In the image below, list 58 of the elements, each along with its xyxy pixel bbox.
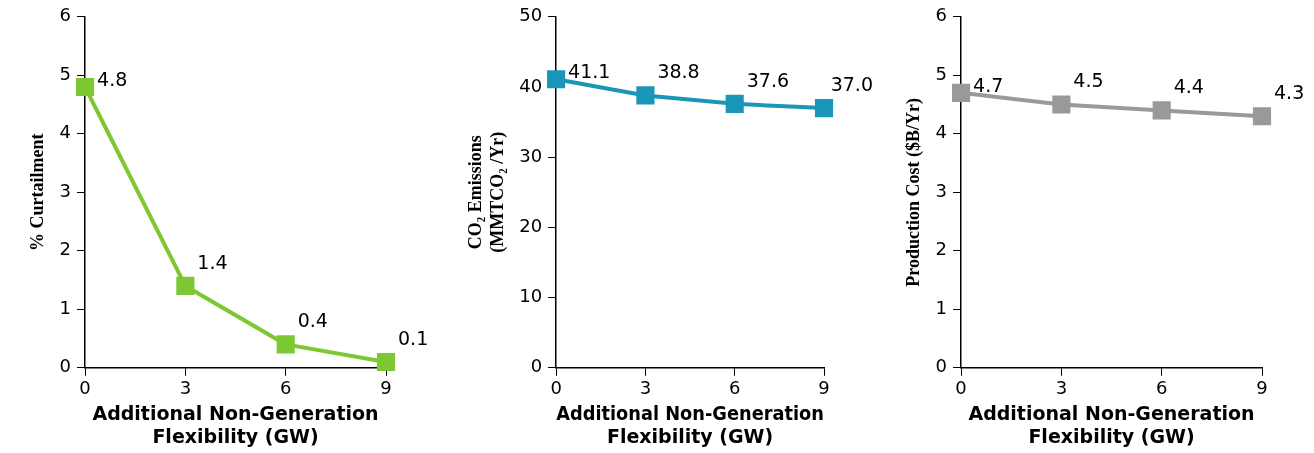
data-label: 4.7 (973, 73, 1004, 96)
point (376, 352, 396, 372)
y-tick-label: 10 (519, 285, 543, 307)
y-tick-label: 6 (59, 4, 72, 26)
point (725, 94, 744, 113)
x-tick-label: 0 (550, 377, 562, 399)
point (75, 77, 95, 97)
point (176, 276, 195, 295)
x-tick-label: 6 (728, 377, 741, 399)
data-label: 37.0 (830, 73, 874, 95)
x-tick-label: 3 (1055, 377, 1068, 399)
y-tick-label: 5 (935, 62, 948, 84)
x-axis-title: Additional Non-Generation Flexibility (GW) (92, 401, 379, 447)
data-label: 1.4 (197, 250, 228, 273)
y-tick-label: 3 (935, 179, 948, 201)
y-tick-label: 20 (519, 215, 543, 237)
y-tick-label: 40 (519, 74, 543, 96)
y-tick-label: 0 (935, 355, 948, 377)
x-tick-label: 0 (955, 377, 967, 399)
data-label: 4.4 (1173, 75, 1204, 98)
y-axis-title: Production Cost ($B/Yr) (903, 97, 925, 287)
data-label: 4.5 (1073, 69, 1104, 92)
y-tick-label: 30 (519, 144, 543, 166)
y-tick-label: 3 (59, 179, 72, 201)
y-tick-label: 2 (59, 238, 72, 260)
point (547, 70, 566, 89)
point (276, 335, 295, 354)
x-tick-label: 9 (818, 377, 830, 399)
data-label: 0.1 (398, 326, 429, 349)
x-axis-title: Additional Non-Generation Flexibility (GW) (556, 402, 824, 447)
x-tick-label: 6 (279, 377, 292, 399)
data-label: 4.8 (97, 67, 128, 90)
x-tick-label: 3 (639, 377, 652, 399)
y-tick-label: 50 (519, 4, 543, 26)
y-tick-label: 1 (59, 296, 72, 318)
y-tick-label: 4 (59, 121, 72, 143)
y-tick-label: 0 (530, 355, 543, 377)
x-tick-label: 3 (179, 377, 192, 399)
data-label: 41.1 (568, 60, 611, 83)
y-axis-title: % Curtailment (27, 133, 48, 252)
y-tick-label: 1 (935, 296, 948, 318)
data-label: 4.3 (1274, 81, 1305, 104)
x-tick-label: 0 (79, 377, 91, 399)
x-tick-label: 9 (380, 377, 392, 399)
y-tick-label: 6 (935, 4, 948, 26)
data-label: 38.8 (657, 60, 700, 83)
data-label: 37.6 (746, 68, 790, 91)
y-tick-label: 5 (59, 62, 72, 84)
y-tick-label: 4 (935, 121, 948, 143)
x-axis-title: Additional Non-Generation Flexibility (GW) (968, 401, 1255, 447)
data-label: 0.4 (297, 309, 328, 332)
y-tick-label: 2 (935, 238, 948, 260)
x-tick-label: 9 (1256, 377, 1268, 399)
x-tick-label: 6 (1155, 377, 1168, 399)
point (636, 86, 655, 105)
y-axis-title: CO₂ Emissions (MMTCO₂ /Yr) (465, 131, 509, 253)
y-tick-label: 0 (59, 355, 72, 377)
point (814, 98, 834, 118)
